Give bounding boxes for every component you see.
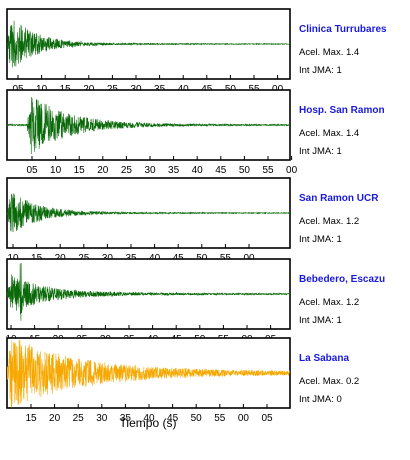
x-tick-label: 50: [239, 165, 251, 176]
waveform-line: [6, 340, 291, 408]
station-name: Hosp. San Ramon: [299, 105, 385, 116]
x-tick-label: 30: [144, 165, 156, 176]
x-tick-label: 55: [262, 165, 274, 176]
waveform-line: [6, 263, 291, 321]
x-tick-label: 20: [97, 165, 109, 176]
jma-intensity: Int JMA: 1: [299, 315, 342, 326]
x-tick-label: 05: [261, 413, 273, 424]
x-tick-label: 50: [191, 413, 203, 424]
station-name: Clinica Turrubares: [299, 24, 387, 35]
x-tick-label: 55: [214, 413, 226, 424]
waveform-line: [6, 193, 291, 233]
x-tick-label: 45: [215, 165, 227, 176]
max-acceleration: Acel. Max. 1.2: [299, 297, 360, 308]
station-name: Bebedero, Escazu: [299, 274, 386, 285]
x-tick-label: 35: [120, 413, 132, 424]
waveform-line: [6, 96, 291, 155]
x-tick-label: 00: [286, 165, 298, 176]
panel-2: 05 10 15 20 25 30 35 40 45 50 55 00: [6, 89, 298, 176]
x-tick-label: 15: [25, 413, 37, 424]
station-name: San Ramon UCR: [299, 193, 379, 204]
jma-intensity: Int JMA: 1: [299, 65, 342, 76]
x-tick-label: 00: [238, 413, 250, 424]
x-tick-label: 40: [192, 165, 204, 176]
jma-intensity: Int JMA: 1: [299, 234, 342, 245]
x-tick-label: 40: [143, 413, 155, 424]
x-tick-label: 25: [73, 413, 85, 424]
x-tick-label: 25: [121, 165, 133, 176]
max-acceleration: Acel. Max. 1.2: [299, 216, 360, 227]
x-axis-title: Tiempo (s): [120, 416, 177, 430]
waveform-line: [6, 20, 291, 68]
panel-4: 101520253035404550550005: [5, 258, 291, 345]
x-tick-label: 10: [50, 165, 62, 176]
max-acceleration: Acel. Max. 0.2: [299, 376, 360, 387]
x-tick-label: 20: [49, 413, 61, 424]
x-tick-label: 45: [167, 413, 179, 424]
max-acceleration: Acel. Max. 1.4: [299, 47, 360, 58]
x-tick-label: 30: [96, 413, 108, 424]
station-name: La Sabana: [299, 353, 350, 364]
jma-intensity: Int JMA: 1: [299, 146, 342, 157]
x-tick-label: 35: [168, 165, 180, 176]
max-acceleration: Acel. Max. 1.4: [299, 128, 360, 139]
panel-5: 15 20 25 30 35 40 45 50 55 00 05: [6, 337, 291, 424]
x-tick-label: 15: [74, 165, 86, 176]
x-tick-label: 05: [26, 165, 38, 176]
jma-intensity: Int JMA: 0: [299, 394, 342, 405]
